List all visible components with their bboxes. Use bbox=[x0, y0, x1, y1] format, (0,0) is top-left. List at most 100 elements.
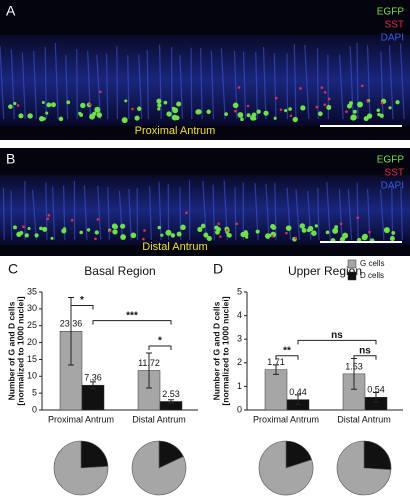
egfp-cell bbox=[96, 112, 103, 118]
sst-cell bbox=[356, 216, 360, 220]
y-tick-label: 3 bbox=[237, 334, 242, 344]
egfp-cell bbox=[94, 230, 99, 235]
error-bar bbox=[168, 399, 174, 404]
value-label: 2.53 bbox=[162, 389, 180, 399]
egfp-cell bbox=[270, 223, 276, 230]
egfp-cell bbox=[79, 113, 84, 117]
gland bbox=[33, 50, 38, 120]
gland bbox=[273, 53, 277, 120]
legend-swatch bbox=[347, 271, 357, 281]
gland bbox=[366, 45, 371, 120]
gland bbox=[52, 186, 56, 240]
significance-bracket bbox=[297, 339, 377, 345]
channel-label: DAPI bbox=[381, 33, 404, 44]
egfp-cell bbox=[156, 98, 162, 104]
value-label: 11.72 bbox=[138, 358, 160, 368]
sst-cell bbox=[94, 237, 97, 241]
egfp-cell bbox=[130, 232, 137, 239]
egfp-cell bbox=[79, 230, 83, 235]
gland bbox=[242, 51, 247, 120]
y-tick-label: 20 bbox=[27, 337, 37, 347]
gland bbox=[65, 54, 69, 120]
egfp-cell bbox=[300, 105, 306, 111]
egfp-cell bbox=[395, 100, 400, 105]
gland bbox=[31, 189, 37, 240]
egfp-cell bbox=[112, 229, 118, 235]
egfp-cell bbox=[214, 225, 219, 230]
significance-label: ns bbox=[359, 345, 371, 356]
panel-label: B bbox=[6, 151, 15, 167]
gland bbox=[116, 46, 119, 120]
sst-cell bbox=[235, 222, 239, 226]
egfp-cell bbox=[13, 225, 17, 230]
x-tick-label: Distal Antrum bbox=[132, 414, 186, 424]
egfp-cell bbox=[237, 112, 244, 118]
channel-label: EGFP bbox=[377, 7, 405, 18]
sst-cell bbox=[380, 101, 384, 105]
significance-label: * bbox=[158, 336, 162, 347]
y-tick-label: 30 bbox=[27, 303, 37, 313]
panel-label: C bbox=[8, 261, 18, 277]
egfp-cell bbox=[174, 115, 180, 121]
egfp-cell bbox=[264, 233, 271, 239]
y-tick-label: 5 bbox=[237, 286, 242, 296]
egfp-cell bbox=[157, 107, 161, 111]
egfp-cell bbox=[50, 102, 56, 108]
gland bbox=[255, 51, 258, 120]
egfp-cell bbox=[256, 109, 261, 114]
gland bbox=[295, 189, 301, 240]
gland bbox=[265, 183, 270, 240]
gland bbox=[262, 46, 267, 120]
gland bbox=[338, 189, 343, 240]
egfp-cell bbox=[197, 226, 203, 233]
egfp-cell bbox=[160, 233, 164, 237]
egfp-cell bbox=[226, 233, 231, 237]
gland bbox=[400, 186, 403, 240]
egfp-cell bbox=[350, 114, 357, 121]
gland bbox=[21, 52, 26, 120]
egfp-cell bbox=[203, 232, 209, 238]
egfp-cell bbox=[41, 100, 45, 104]
value-label: 7.36 bbox=[84, 373, 102, 383]
gland bbox=[304, 45, 310, 120]
gland bbox=[148, 186, 152, 240]
sst-cell bbox=[233, 109, 237, 113]
gland bbox=[200, 47, 203, 120]
gland bbox=[10, 49, 15, 120]
egfp-cell bbox=[38, 116, 45, 122]
gland bbox=[379, 189, 385, 240]
sst-cell bbox=[46, 217, 50, 221]
sst-cell bbox=[320, 86, 324, 89]
gland bbox=[179, 187, 182, 240]
egfp-cell bbox=[311, 230, 317, 237]
gland bbox=[234, 187, 237, 240]
pie-slice bbox=[53, 440, 109, 496]
sst-cell bbox=[323, 91, 327, 94]
sst-cell bbox=[294, 236, 298, 240]
egfp-cell bbox=[46, 102, 52, 108]
sst-cell bbox=[299, 87, 302, 90]
significance-bracket bbox=[148, 345, 172, 350]
sst-cell bbox=[143, 229, 146, 232]
gland bbox=[388, 45, 394, 120]
y-tick-label: 25 bbox=[27, 320, 37, 330]
pie-slice bbox=[363, 440, 392, 471]
egfp-cell bbox=[13, 101, 17, 106]
egfp-cell bbox=[292, 116, 298, 123]
egfp-cell bbox=[377, 112, 381, 117]
egfp-cell bbox=[120, 234, 127, 240]
tissue bbox=[0, 35, 410, 126]
sst-cell bbox=[237, 86, 241, 89]
sst-cell bbox=[219, 235, 222, 238]
egfp-cell bbox=[325, 230, 330, 235]
egfp-cell bbox=[255, 229, 260, 234]
egfp-cell bbox=[357, 102, 361, 107]
egfp-cell bbox=[362, 233, 368, 240]
bar bbox=[264, 369, 288, 411]
sst-cell bbox=[345, 110, 348, 113]
gland bbox=[380, 51, 384, 120]
sst-cell bbox=[366, 100, 370, 103]
egfp-cell bbox=[389, 236, 395, 242]
value-label: 1.53 bbox=[345, 361, 363, 371]
